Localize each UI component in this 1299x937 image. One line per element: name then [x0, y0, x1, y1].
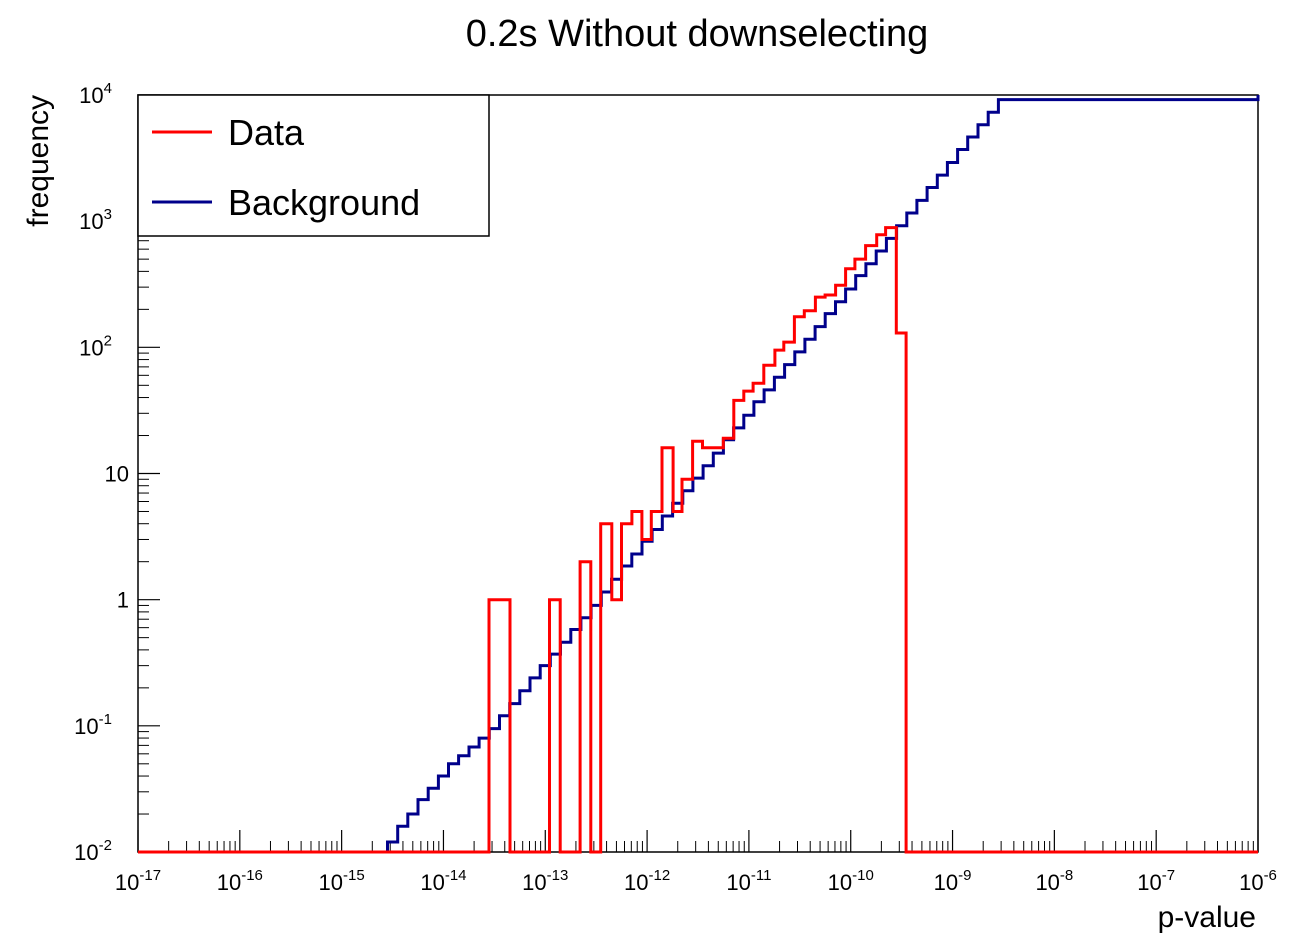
y-tick-label: 103	[79, 206, 112, 234]
x-tick-label: 10-16	[217, 867, 263, 895]
x-tick-label: 10-6	[1239, 867, 1277, 895]
x-axis-title: p-value	[1158, 901, 1256, 934]
y-tick-label: 1	[117, 588, 129, 613]
x-tick-label: 10-14	[420, 867, 466, 895]
x-tick-label: 10-17	[115, 867, 161, 895]
x-tick-label: 10-15	[319, 867, 365, 895]
major-ticks	[137, 94, 1259, 853]
chart-title: 0.2s Without downselecting	[466, 13, 929, 55]
x-tick-label: 10-10	[828, 867, 874, 895]
y-tick-label: 10	[105, 462, 129, 487]
x-tick-labels: 10-17 10-16 10-15 10-14 10-13 10-12 10-11 10-10…	[115, 867, 1277, 895]
legend: Data Background	[137, 94, 490, 237]
legend-label-data: Data	[228, 112, 305, 153]
y-tick-label: 10-1	[74, 711, 112, 739]
y-tick-label: 104	[79, 80, 112, 108]
x-tick-label: 10-9	[934, 867, 972, 895]
y-tick-label: 102	[79, 332, 112, 360]
series-line-data	[138, 226, 1258, 854]
legend-label-background: Background	[228, 182, 420, 223]
x-tick-label: 10-7	[1137, 867, 1175, 895]
series-layer	[138, 95, 1260, 854]
y-tick-labels: 10-2 10-1 1 10 102 103 104	[74, 80, 129, 865]
x-tick-label: 10-11	[726, 867, 771, 895]
y-tick-label: 10-2	[74, 837, 112, 865]
minor-ticks	[138, 100, 1254, 852]
x-tick-label: 10-12	[624, 867, 670, 895]
y-axis-title: frequency	[22, 95, 55, 227]
legend-box	[137, 94, 490, 237]
x-tick-label: 10-8	[1035, 867, 1073, 895]
x-tick-label: 10-13	[522, 867, 568, 895]
